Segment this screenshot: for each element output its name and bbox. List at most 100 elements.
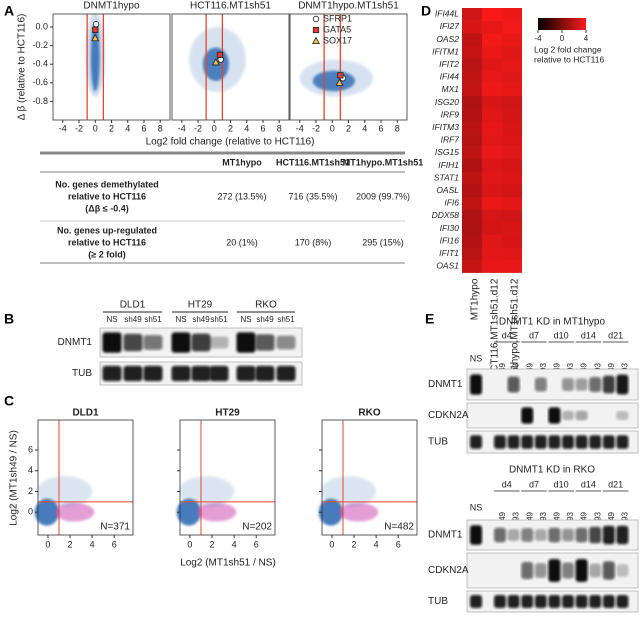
heatmap-cell	[462, 234, 482, 248]
gene-marker	[92, 26, 99, 33]
heatmap-cell	[502, 209, 522, 223]
blot-band	[562, 377, 574, 392]
plot-title: DLD1	[72, 408, 99, 419]
heatmap-cell	[462, 71, 482, 84]
blot-band	[521, 595, 534, 608]
plot-title: RKO	[358, 408, 380, 419]
x-tick-label: 2	[228, 123, 233, 133]
blot-band	[276, 365, 296, 382]
gene-label: IRF9	[441, 109, 460, 119]
x-axis-label: Log2 fold change (relative to HCT116)	[146, 137, 315, 148]
blot-band	[616, 411, 629, 420]
heatmap-cell	[462, 146, 482, 160]
gene-label: OAS1	[436, 261, 459, 271]
panel-label: E	[425, 311, 434, 327]
cell-line-label: DLD1	[120, 300, 146, 311]
heatmap-cell	[462, 58, 482, 72]
heatmap-cell	[502, 8, 522, 21]
panel-label: D	[421, 3, 431, 19]
blot-row-label: CDKN2A	[428, 565, 469, 576]
x-tick-label: 4	[232, 539, 237, 549]
blot-band	[562, 435, 574, 449]
gene-marker	[312, 26, 320, 34]
day-label: d4	[502, 479, 512, 489]
blot-row-label: TUB	[428, 596, 448, 607]
heatmap-cell	[462, 96, 482, 110]
x-tick-label: -4	[296, 123, 304, 133]
blot-band	[602, 375, 615, 394]
x-tick-label: 8	[277, 123, 282, 133]
heatmap-cell	[502, 83, 522, 97]
y-tick-label: 0.0	[35, 21, 48, 31]
row-header: relative to HCT116	[68, 191, 146, 201]
x-tick-label: -2	[312, 123, 320, 133]
heatmap-cell	[502, 121, 522, 135]
blot-band	[534, 529, 547, 541]
y-tick-label: 4	[28, 465, 33, 475]
blot-band	[521, 407, 534, 424]
heatmap-cell	[462, 197, 482, 210]
heatmap-cell	[502, 197, 522, 210]
blot-band	[589, 563, 602, 578]
gene-label: STAT1	[434, 172, 459, 182]
heatmap-cell	[462, 108, 482, 122]
heatmap-cell	[502, 184, 522, 198]
x-tick-label: 0	[187, 539, 192, 549]
heatmap-cell	[502, 20, 522, 34]
blot-band	[470, 525, 482, 545]
blot-band	[470, 595, 482, 608]
gene-label: MX1	[442, 84, 460, 94]
gene-label: OAS2	[436, 34, 459, 44]
heatmap-cell	[482, 184, 502, 198]
blot-band	[616, 595, 629, 608]
day-label: d14	[581, 330, 596, 340]
x-tick-label: 4	[90, 539, 95, 549]
x-tick-label: 2	[346, 123, 351, 133]
blot-band	[143, 365, 163, 382]
x-axis-label: Log2 (MT1sh51 / NS)	[180, 558, 276, 569]
heatmap-cell	[502, 260, 522, 273]
blot-band	[589, 595, 602, 608]
blot-band	[123, 365, 143, 382]
blot-band	[562, 410, 574, 421]
blot-band	[521, 435, 534, 449]
heatmap-cell	[482, 20, 502, 34]
heatmap-cell	[462, 121, 482, 135]
blot-band	[209, 336, 229, 349]
blot-band	[575, 559, 588, 582]
blot-band	[534, 595, 547, 608]
blot-band	[602, 561, 615, 580]
heatmap-cell	[462, 33, 482, 47]
blot-band	[616, 525, 629, 545]
point-cloud	[299, 59, 373, 97]
blot-band	[616, 435, 629, 449]
cell-line-label: HT29	[188, 300, 213, 311]
heatmap-cell	[462, 45, 482, 59]
table-cell: 272 (13.5%)	[217, 191, 266, 201]
blot-row-label: TUB	[428, 437, 448, 448]
heatmap-cell	[482, 121, 502, 135]
gene-marker	[91, 33, 100, 42]
heatmap-cell	[502, 108, 522, 122]
gene-label: ISG15	[435, 147, 459, 157]
heatmap-cell	[462, 134, 482, 147]
heatmap-cell	[482, 222, 502, 236]
lane-label: NS	[175, 315, 186, 324]
x-tick-label: 6	[396, 539, 401, 549]
heatmap-cell	[462, 222, 482, 236]
gene-label: IFIT1	[439, 248, 459, 258]
blot-row-label: DNMT1	[428, 379, 463, 390]
blot-band	[507, 376, 520, 393]
x-tick-label: 6	[254, 539, 259, 549]
heatmap-cell	[502, 247, 522, 261]
heatmap-cell	[482, 247, 502, 261]
lane-label: sh49	[256, 315, 274, 324]
panel-label: C	[4, 393, 14, 409]
cell-line-label: RKO	[255, 300, 277, 311]
blot-band	[548, 407, 561, 424]
count-label: N=482	[384, 522, 414, 533]
blot-band	[575, 435, 588, 449]
blot-band	[534, 377, 547, 392]
count-label: N=371	[100, 522, 130, 533]
plot-frame	[52, 13, 171, 121]
